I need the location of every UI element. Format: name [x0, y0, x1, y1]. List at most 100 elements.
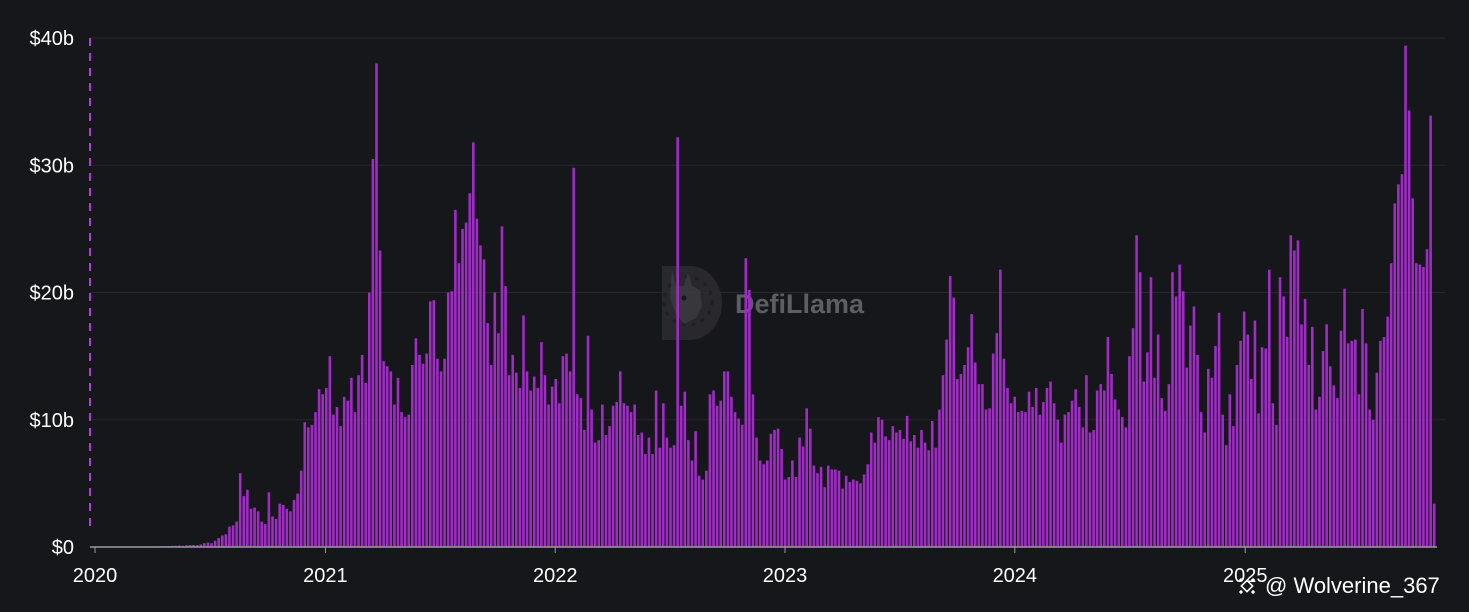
- bar: [1264, 348, 1267, 547]
- bar: [296, 493, 299, 547]
- bar: [550, 386, 554, 547]
- bar: [317, 389, 321, 547]
- bar: [705, 470, 708, 547]
- bar: [1164, 410, 1167, 547]
- bar: [457, 263, 461, 547]
- bar: [511, 354, 515, 547]
- bar: [364, 382, 367, 547]
- bar: [235, 521, 238, 547]
- bar: [1160, 398, 1163, 547]
- bar: [1217, 312, 1221, 547]
- bar: [1042, 401, 1045, 547]
- bar: [622, 403, 626, 547]
- bar: [346, 400, 350, 547]
- bar: [1124, 427, 1128, 547]
- bar: [203, 543, 206, 547]
- bar: [228, 526, 231, 547]
- bar: [1192, 306, 1196, 547]
- bar: [1332, 385, 1336, 547]
- x-tick-label: 2022: [533, 565, 578, 587]
- bar: [938, 409, 941, 547]
- bar: [615, 401, 618, 547]
- bar: [213, 540, 217, 547]
- bar: [1432, 503, 1436, 547]
- bar: [1343, 288, 1346, 547]
- bar: [877, 417, 880, 547]
- bar: [1364, 343, 1368, 547]
- bar: [895, 432, 898, 547]
- bar: [1414, 263, 1418, 547]
- bar: [1174, 296, 1178, 547]
- bar: [1325, 324, 1328, 547]
- bar: [995, 333, 999, 547]
- bar: [905, 415, 909, 547]
- x-tick-label: 2020: [73, 565, 118, 587]
- bar: [507, 375, 511, 547]
- bar: [389, 371, 393, 547]
- bar: [185, 545, 188, 547]
- bar: [547, 404, 550, 547]
- bar: [1049, 381, 1052, 547]
- bar: [1253, 320, 1257, 547]
- bar: [475, 218, 479, 547]
- bar: [396, 377, 400, 547]
- x-tick-label: 2021: [303, 565, 348, 587]
- bar: [489, 365, 493, 547]
- bar: [766, 460, 769, 547]
- bar: [1207, 368, 1210, 547]
- bar: [421, 363, 425, 547]
- bar: [1418, 264, 1422, 547]
- bar: [647, 437, 651, 547]
- bar: [558, 403, 561, 547]
- bar: [801, 446, 805, 547]
- bar: [500, 226, 504, 547]
- bar: [1375, 372, 1379, 547]
- bar: [1189, 325, 1192, 547]
- bar: [841, 488, 844, 547]
- bar: [1085, 375, 1088, 547]
- bar: [515, 372, 518, 547]
- bars: [95, 45, 1436, 548]
- bar: [834, 469, 837, 547]
- bar: [1117, 409, 1120, 547]
- bar: [669, 447, 672, 547]
- bar: [769, 433, 773, 547]
- bar: [217, 538, 220, 547]
- bar: [1293, 250, 1296, 547]
- bar: [1228, 394, 1232, 547]
- bar: [991, 353, 995, 547]
- bar: [672, 445, 676, 547]
- bar: [1113, 399, 1117, 547]
- bar: [565, 353, 568, 547]
- bar: [522, 315, 525, 547]
- bar: [1267, 269, 1271, 547]
- bar: [443, 358, 446, 547]
- bar: [260, 521, 264, 547]
- bar: [783, 479, 787, 547]
- bar: [1077, 407, 1081, 547]
- bar: [1246, 334, 1250, 547]
- bar: [1103, 390, 1106, 547]
- bar: [314, 412, 317, 547]
- bar: [292, 499, 296, 547]
- bar: [1024, 412, 1027, 547]
- bar: [701, 479, 705, 547]
- bar: [246, 489, 249, 547]
- bar: [271, 516, 274, 547]
- bar: [1074, 389, 1077, 547]
- bar: [253, 507, 256, 547]
- bar: [791, 460, 794, 547]
- bar: [264, 524, 267, 547]
- bar: [1296, 240, 1300, 547]
- bar: [195, 545, 199, 547]
- bar: [873, 442, 877, 547]
- bar: [1411, 198, 1414, 547]
- bar: [787, 477, 791, 547]
- bar: [1034, 387, 1038, 547]
- bar: [1336, 398, 1339, 547]
- bar: [339, 426, 342, 547]
- bar: [1271, 403, 1275, 547]
- bar: [891, 426, 895, 547]
- bar: [575, 394, 579, 547]
